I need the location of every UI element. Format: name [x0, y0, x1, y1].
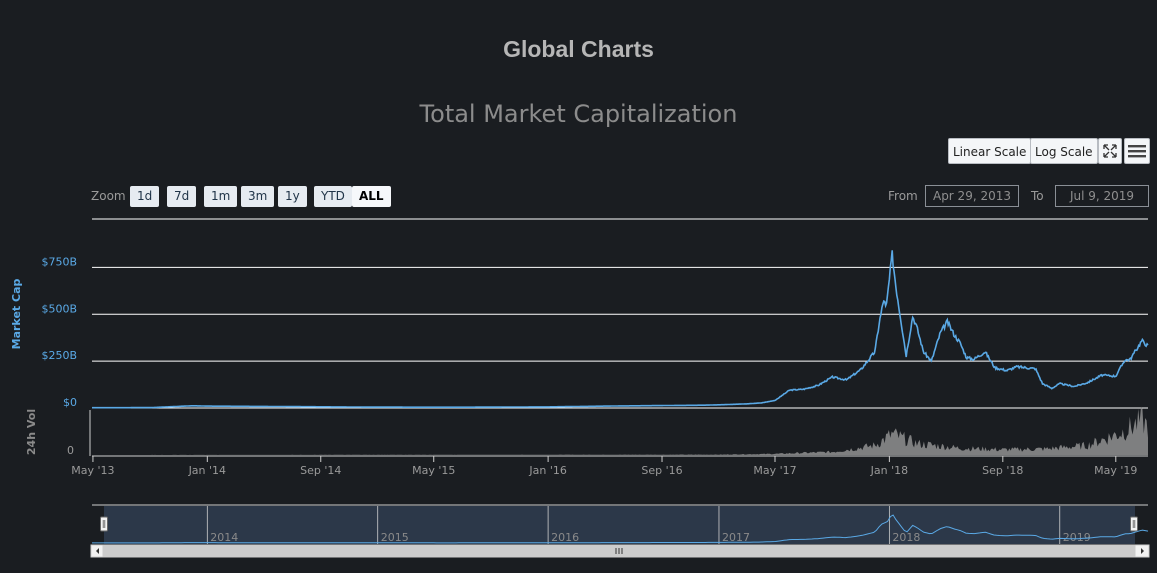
navigator-year-label: 2014 — [210, 531, 238, 544]
from-label: From — [888, 189, 918, 203]
x-tick-label: Sep '14 — [300, 464, 341, 477]
navigator-handle-left[interactable] — [100, 516, 108, 532]
zoom-1m-button[interactable]: 1m — [204, 186, 238, 207]
y-tick-label: $0 — [63, 396, 77, 409]
y-tick-label: $250B — [41, 349, 77, 362]
y-tick-label: $750B — [41, 255, 77, 268]
log-scale-button[interactable]: Log Scale — [1030, 138, 1098, 164]
menu-icon — [1128, 145, 1146, 158]
navigator-year-label: 2016 — [551, 531, 579, 544]
volume-area — [92, 406, 1148, 455]
x-tick-label: Sep '18 — [982, 464, 1023, 477]
x-tick-label: Sep '16 — [641, 464, 682, 477]
market-cap-line — [92, 250, 1149, 409]
x-tick-label: May '19 — [1094, 464, 1137, 477]
volume-tick-label: 0 — [67, 444, 74, 457]
zoom-7d-button[interactable]: 7d — [167, 186, 197, 207]
navigator-year-label: 2017 — [722, 531, 750, 544]
zoom-1d-button[interactable]: 1d — [130, 186, 160, 207]
zoom-label: Zoom — [91, 189, 126, 203]
menu-button[interactable] — [1124, 138, 1150, 164]
zoom-ytd-button[interactable]: YTD — [314, 186, 352, 207]
zoom-3m-button[interactable]: 3m — [241, 186, 275, 207]
scroll-left-icon[interactable] — [96, 548, 99, 554]
to-label: To — [1031, 189, 1044, 203]
x-tick-label: May '13 — [71, 464, 114, 477]
page-title: Global Charts — [503, 36, 654, 62]
zoom-all-button[interactable]: ALL — [352, 186, 391, 207]
x-tick-label: Jan '14 — [188, 464, 226, 477]
fullscreen-button[interactable] — [1098, 138, 1122, 164]
navigator-year-label: 2019 — [1063, 531, 1091, 544]
y-tick-label: $500B — [41, 302, 77, 315]
chart-title: Total Market Capitalization — [419, 100, 738, 128]
x-tick-label: May '15 — [412, 464, 455, 477]
scroll-right-icon[interactable] — [1141, 548, 1144, 554]
navigator-line — [92, 514, 1149, 544]
from-date-input[interactable]: Apr 29, 2013 — [925, 185, 1019, 207]
navigator-handle-right[interactable] — [1130, 516, 1138, 532]
x-tick-label: Jan '16 — [528, 464, 566, 477]
fullscreen-icon — [1103, 144, 1117, 158]
volume-axis-label: 24h Vol — [25, 409, 38, 455]
navigator-year-label: 2015 — [381, 531, 409, 544]
x-tick-label: Jan '18 — [870, 464, 908, 477]
zoom-1y-button[interactable]: 1y — [278, 186, 307, 207]
to-date-input[interactable]: Jul 9, 2019 — [1055, 185, 1149, 207]
x-tick-label: May '17 — [753, 464, 796, 477]
navigator-year-label: 2018 — [892, 531, 920, 544]
navigator-selection[interactable] — [104, 506, 1135, 544]
y-axis-label: Market Cap — [10, 279, 23, 350]
linear-scale-button[interactable]: Linear Scale — [948, 138, 1032, 164]
